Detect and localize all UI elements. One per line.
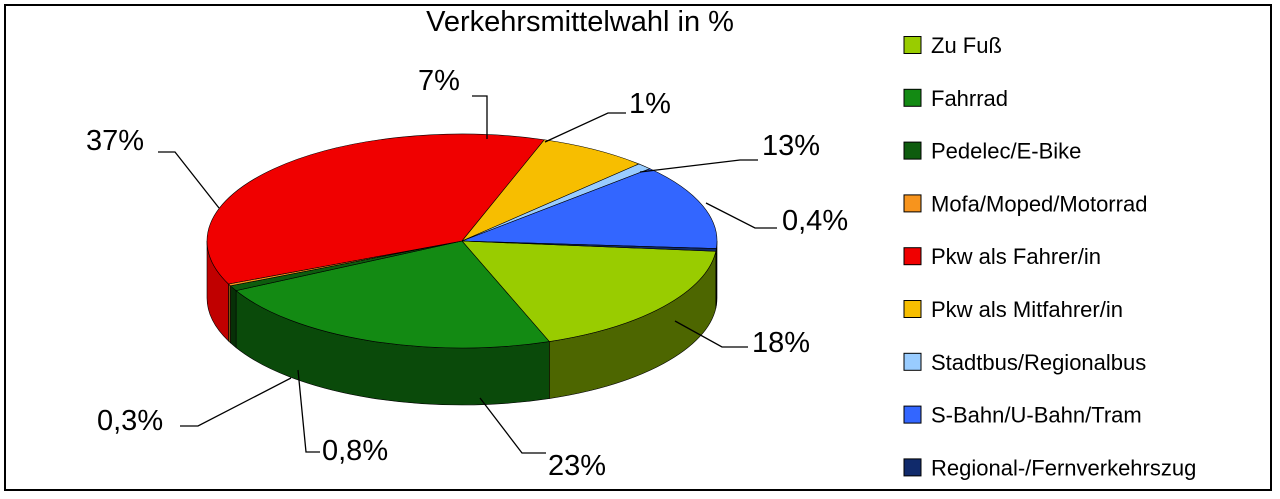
legend-label-pedelec-e-bike: Pedelec/E-Bike: [931, 139, 1081, 164]
legend-swatch-mofa-moped-motorrad: [903, 194, 922, 213]
data-label-fahrrad: 23%: [548, 450, 606, 482]
legend-label-pkw-als-mitfahrer-in: Pkw als Mitfahrer/in: [931, 297, 1123, 322]
legend-label-regional-fernverkehrszug: Regional-/Fernverkehrszug: [931, 455, 1196, 480]
legend-swatch-pedelec-e-bike: [903, 141, 922, 160]
legend-label-pkw-als-fahrer-in: Pkw als Fahrer/in: [931, 244, 1101, 269]
data-label-pedelec-e-bike: 0,8%: [322, 435, 388, 467]
legend-swatch-s-bahn-u-bahn-tram: [903, 405, 922, 424]
leader-line-pedelec-e-bike: [297, 369, 320, 453]
legend-label-mofa-moped-motorrad: Mofa/Moped/Motorrad: [931, 191, 1147, 216]
pie-tops: [206, 133, 718, 349]
pie-slice-pkw-als-mitfahrer-in: [461, 139, 640, 242]
legend-swatch-zu-fu: [903, 36, 922, 54]
data-label-pkw-als-fahrer-in: 37%: [86, 125, 144, 157]
pie-side-regional-fernverkehrszug: [715, 248, 717, 309]
pie-slice-s-bahn-u-bahn-tram: [461, 168, 718, 249]
legend-swatch-pkw-als-mitfahrer-in: [903, 300, 922, 318]
data-label-regional-fernverkehrszug: 0,4%: [782, 205, 848, 237]
pie-slice-fahrrad: [235, 240, 550, 349]
data-label-zu-fu: 18%: [752, 327, 810, 359]
data-label-mofa-moped-motorrad: 0,3%: [97, 405, 163, 437]
legend-label-stadtbus-regionalbus: Stadtbus/Regionalbus: [931, 350, 1146, 375]
pie-labels: 18% 23% 0,8% 0,3% 37% 7% 1% 13% 0,4%: [86, 65, 848, 482]
legend-swatch-regional-fernverkehrszug: [903, 458, 922, 477]
legend-swatch-stadtbus-regionalbus: [903, 352, 922, 371]
leader-line-stadtbus-regionalbus: [544, 112, 626, 143]
legend-label-fahrrad: Fahrrad: [931, 86, 1008, 111]
pie-slice-regional-fernverkehrszug: [461, 240, 717, 252]
data-label-s-bahn-u-bahn-tram: 13%: [762, 130, 820, 162]
leader-line-fahrrad: [479, 397, 546, 454]
leader-line-pkw-als-mitfahrer-in: [472, 95, 488, 139]
chart-title: Verkehrsmittelwahl in %: [426, 6, 734, 38]
leader-line-mofa-moped-motorrad: [180, 377, 292, 427]
legend-label-zu-fu: Zu Fuß: [931, 33, 1002, 58]
data-label-pkw-als-mitfahrer-in: 7%: [418, 65, 460, 97]
leader-line-zu-fu: [674, 320, 748, 348]
pie-slice-zu-fu: [461, 240, 717, 342]
legend-swatch-fahrrad: [903, 88, 922, 107]
legend-swatch-pkw-als-fahrer-in: [903, 247, 922, 266]
leader-line-pkw-als-fahrer-in: [158, 151, 220, 209]
pie-side-pedelec-e-bike: [230, 285, 237, 349]
leader-line-s-bahn-u-bahn-tram: [639, 159, 758, 173]
data-label-stadtbus-regionalbus: 1%: [629, 88, 671, 120]
legend-label-s-bahn-u-bahn-tram: S-Bahn/U-Bahn/Tram: [931, 403, 1142, 428]
leader-line-regional-fernverkehrszug: [705, 202, 777, 229]
legend: Zu Fuß Fahrrad Pedelec/E-Bike Mofa/Moped/Mo…: [903, 33, 1196, 480]
pie-slice-pkw-als-fahrer-in: [206, 133, 545, 285]
